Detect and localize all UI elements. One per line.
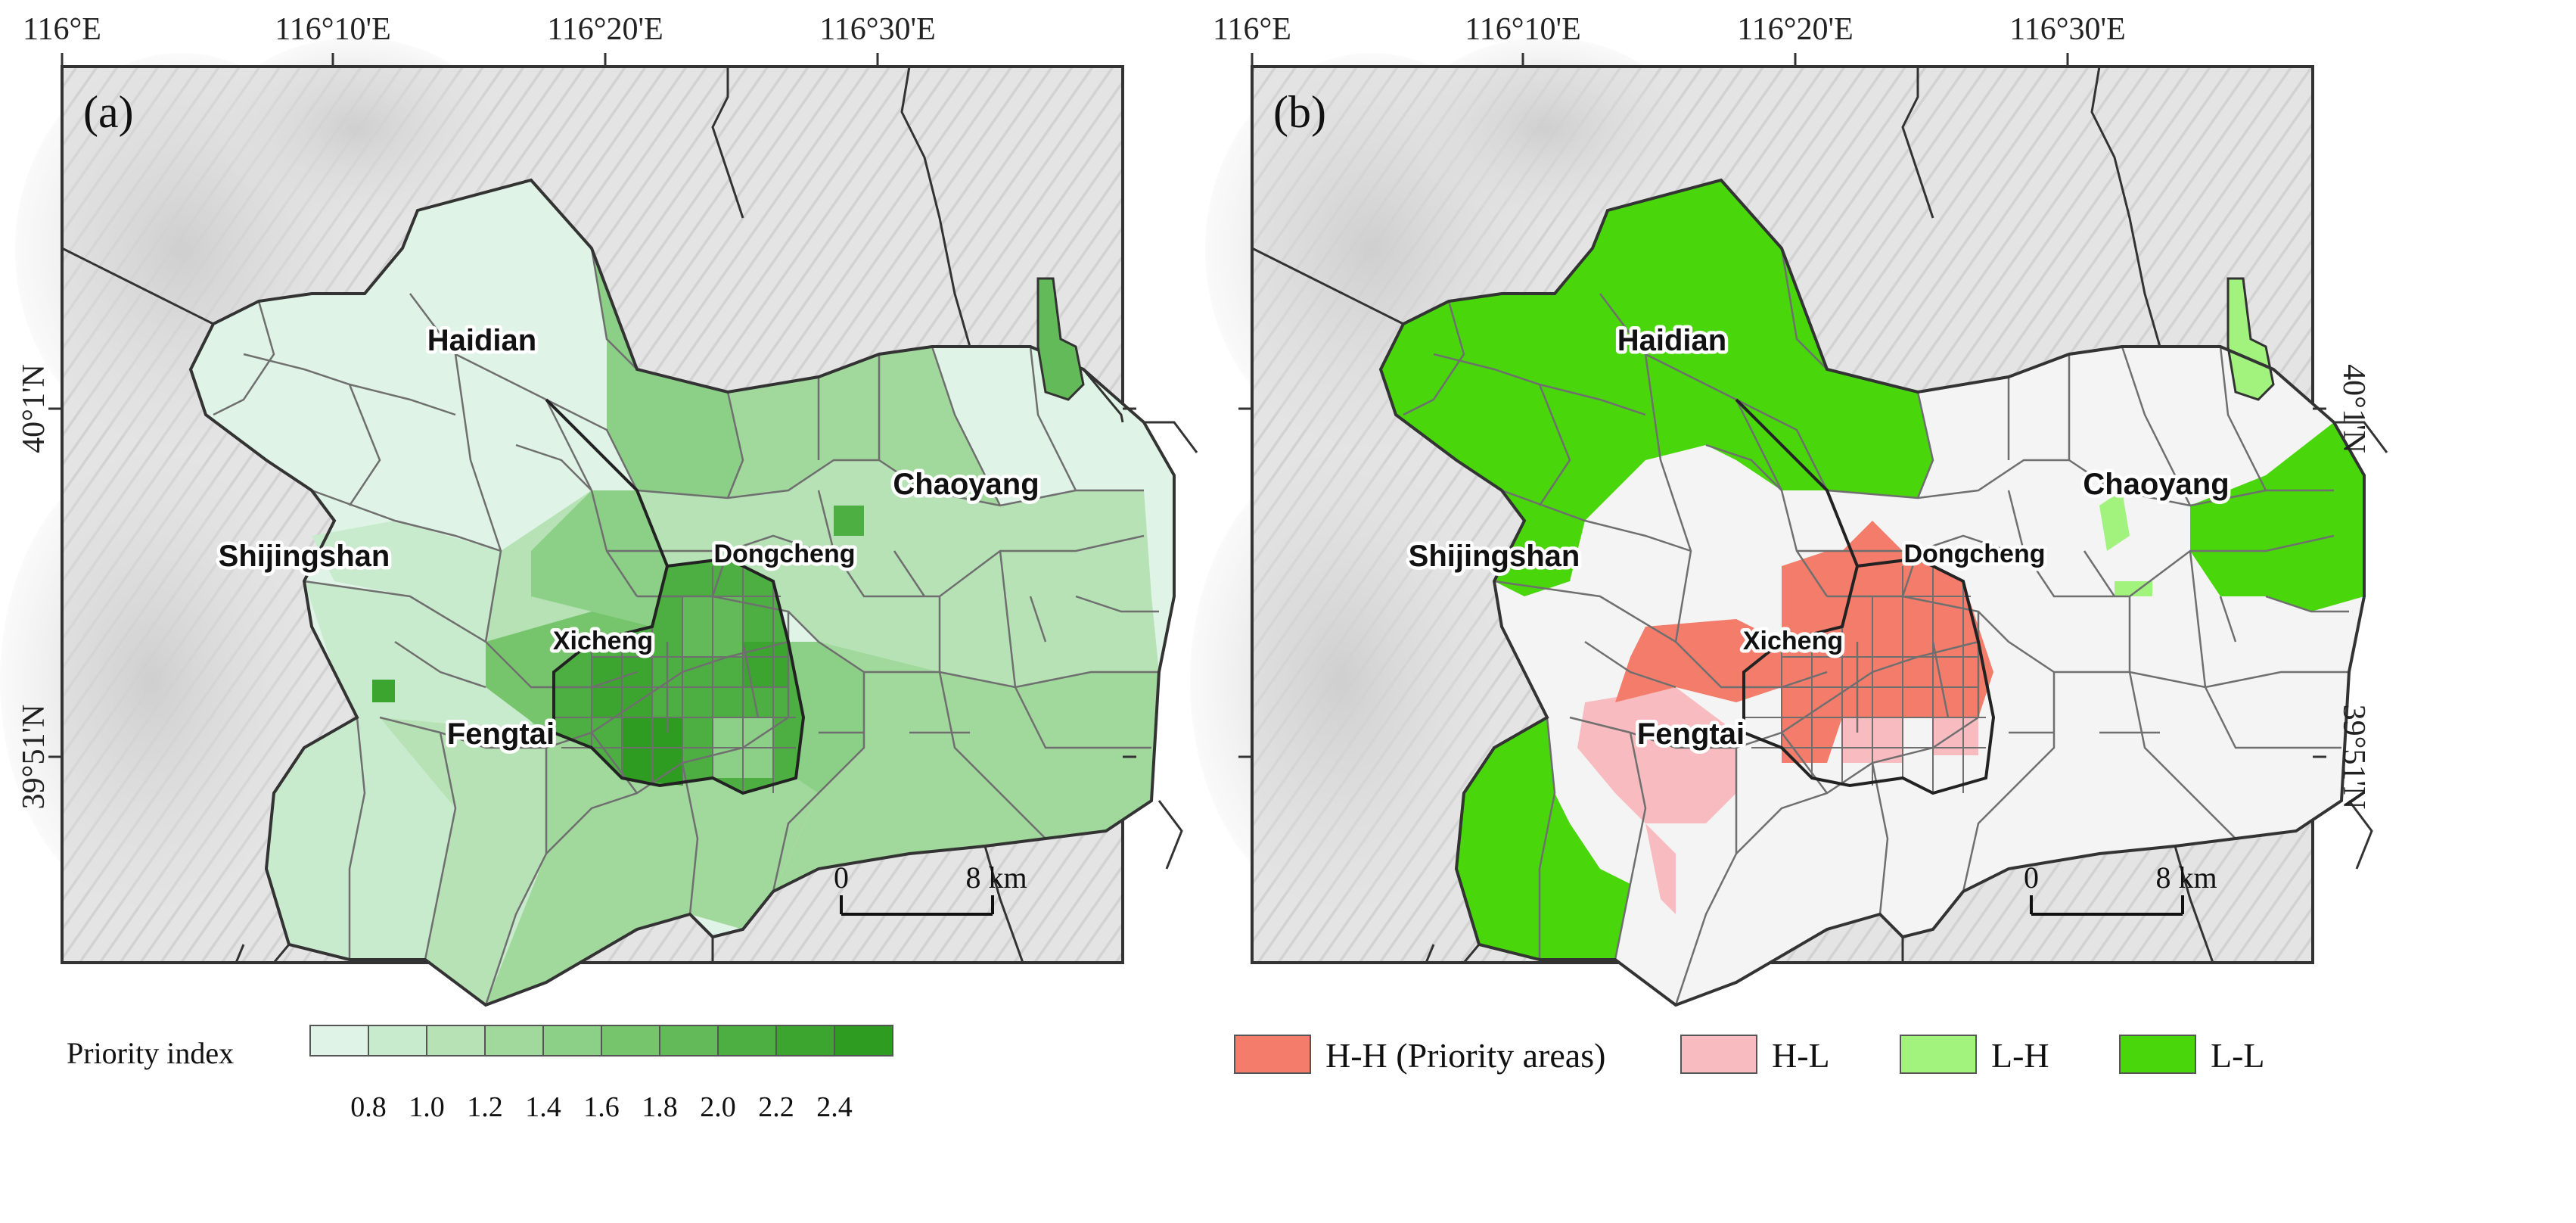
panel-a-region-west: [312, 521, 501, 642]
panel-b-letter: (b): [1273, 87, 1326, 137]
legend-lh-label: L-H: [1991, 1036, 2049, 1075]
legend-ramp-swatch-7: [717, 1025, 777, 1057]
panel-b-ll-chaoyang: [2190, 422, 2364, 612]
panel-b-lat-39-51: 39°51'N: [2336, 705, 2371, 810]
panel-b-lon-116: 116°E: [1213, 12, 1291, 47]
legend-tick-1-6: 1.6: [583, 1091, 620, 1123]
legend-lh-swatch: [1900, 1035, 1977, 1074]
panel-a-small-patch-1: [834, 506, 864, 536]
panel-a-lat-39-51: 39°51'N: [17, 705, 51, 810]
panel-a-region-haidian-east: [592, 248, 743, 498]
panel-a-legend: Priority index 0.8 1.0 1.2 1.4 1.6 1.8 2…: [67, 1025, 893, 1123]
panel-a-small-patch-2: [372, 680, 395, 702]
panel-b-scale-distance: 8 km: [2155, 860, 2217, 895]
legend-ramp-swatch-1: [368, 1025, 427, 1057]
panel-a-label-shijingshan: Shijingshan: [219, 540, 390, 573]
legend-ramp-swatch-8: [775, 1025, 835, 1057]
panel-b-label-dongcheng: Dongcheng: [1904, 540, 2046, 568]
legend-hh-swatch: [1234, 1035, 1311, 1074]
panel-b-label-shijingshan: Shijingshan: [1409, 540, 1580, 573]
legend-tick-1-2: 1.2: [467, 1091, 503, 1123]
panel-a-region-dongcheng-east: [788, 642, 864, 793]
panel-b-scale-zero: 0: [2024, 860, 2039, 895]
panel-b-label-fengtai: Fengtai: [1637, 717, 1745, 751]
panel-b-ll-shijingshan: [1494, 490, 1585, 596]
panel-a-region-chaoyang-north: [932, 347, 1144, 506]
panel-b-lat-40-1: 40°1'N: [2336, 364, 2371, 453]
legend-tick-1-0: 1.0: [409, 1091, 445, 1123]
panel-b-ll-haidian: [1381, 180, 1933, 521]
legend-priority-ticks: 0.8 1.0 1.2 1.4 1.6 1.8 2.0 2.2 2.4: [350, 1091, 853, 1123]
legend-priority-title: Priority index: [67, 1036, 234, 1070]
panel-b-graticule: 116°E 116°10'E 116°20'E 116°30'E 40°1'N …: [1213, 12, 2371, 809]
panel-a-region-southeast: [773, 642, 1159, 892]
legend-ramp-swatch-4: [542, 1025, 602, 1057]
panel-a-lon-116-20: 116°20'E: [547, 12, 663, 47]
legend-priority-ramp: [309, 1025, 893, 1057]
legend-ramp-swatch-0: [309, 1025, 369, 1057]
panel-a-graticule: 116°E 116°10'E 116°20'E 116°30'E 40°1'N …: [17, 12, 1136, 809]
panel-a-label-haidian: Haidian: [427, 324, 536, 357]
panel-a-lat-40-1: 40°1'N: [17, 364, 51, 453]
panel-b-lon-116-30: 116°30'E: [2009, 12, 2125, 47]
panel-b-lon-116-10: 116°10'E: [1465, 12, 1580, 47]
panel-b-hl-core-2: [1933, 717, 1978, 755]
panel-a-map: 0 8 km Haidian Chaoyang Shijingshan Dong…: [0, 12, 1198, 1007]
legend-hl-label: H-L: [1772, 1036, 1830, 1075]
legend-tick-0-8: 0.8: [350, 1091, 387, 1123]
panel-b-hh-north: [1842, 521, 1903, 551]
legend-hh-label: H-H (Priority areas): [1325, 1036, 1605, 1075]
panel-a-scale-bar: 0 8 km: [834, 860, 1027, 916]
panel-a-core-cell-5: [743, 642, 788, 687]
panel-a-region-central-north: [531, 490, 667, 627]
panel-b-label-haidian: Haidian: [1617, 324, 1726, 357]
panel-a-label-dongcheng: Dongcheng: [714, 540, 856, 568]
panel-b-scale-bar: 0 8 km: [2024, 860, 2217, 916]
legend-ramp-swatch-5: [601, 1025, 660, 1057]
panel-b-lh-patch-1: [2099, 490, 2130, 551]
panel-a-scale-zero: 0: [834, 860, 849, 895]
panel-a-lon-116-30: 116°30'E: [819, 12, 935, 47]
panel-b-label-chaoyang: Chaoyang: [2083, 468, 2229, 501]
legend-tick-2-0: 2.0: [700, 1091, 736, 1123]
legend-tick-1-4: 1.4: [525, 1091, 561, 1123]
panel-b-district-line: [1735, 398, 1859, 567]
panel-a-district-line: [545, 398, 669, 567]
panel-b-label-xicheng: Xicheng: [1743, 627, 1843, 655]
panel-b-hl-fengtai: [1577, 687, 1736, 823]
panel-a-scale-distance: 8 km: [965, 860, 1027, 895]
legend-tick-2-4: 2.4: [816, 1091, 853, 1123]
panel-a-label-fengtai: Fengtai: [447, 717, 555, 751]
panel-b-ll-southwest: [1456, 717, 1630, 960]
legend-ramp-swatch-2: [426, 1025, 486, 1057]
legend-tick-1-8: 1.8: [642, 1091, 678, 1123]
panel-b-legend: H-H (Priority areas) H-L L-H L-L: [1234, 1035, 2265, 1075]
legend-ramp-swatch-9: [834, 1025, 893, 1057]
panel-a-lon-116-10: 116°10'E: [275, 12, 390, 47]
panel-b-lon-116-20: 116°20'E: [1737, 12, 1853, 47]
panel-a-region-east-center: [486, 460, 1159, 687]
panel-a-external-boundaries: [61, 66, 1198, 963]
panel-a-letter: (a): [83, 87, 134, 137]
panel-a-lon-116: 116°E: [23, 12, 101, 47]
panel-b-map: 0 8 km Haidian Chaoyang Shijingshan Dong…: [1190, 12, 2388, 1007]
panel-b-lh-patch-2: [2115, 581, 2152, 596]
panel-a-label-chaoyang: Chaoyang: [893, 468, 1039, 501]
legend-hl-swatch: [1680, 1035, 1757, 1074]
panel-b-hl-sliver: [1645, 823, 1676, 914]
legend-ramp-swatch-3: [484, 1025, 544, 1057]
legend-ramp-swatch-6: [659, 1025, 719, 1057]
legend-ll-swatch: [2119, 1035, 2196, 1074]
panel-b-external-boundaries: [1251, 66, 2388, 963]
panel-a-region-north-center: [728, 347, 1000, 506]
panel-a-region-fengtai-west: [380, 717, 546, 1005]
panel-a-label-xicheng: Xicheng: [553, 627, 653, 655]
legend-ll-label: L-L: [2211, 1036, 2265, 1075]
legend-tick-2-2: 2.2: [758, 1091, 794, 1123]
